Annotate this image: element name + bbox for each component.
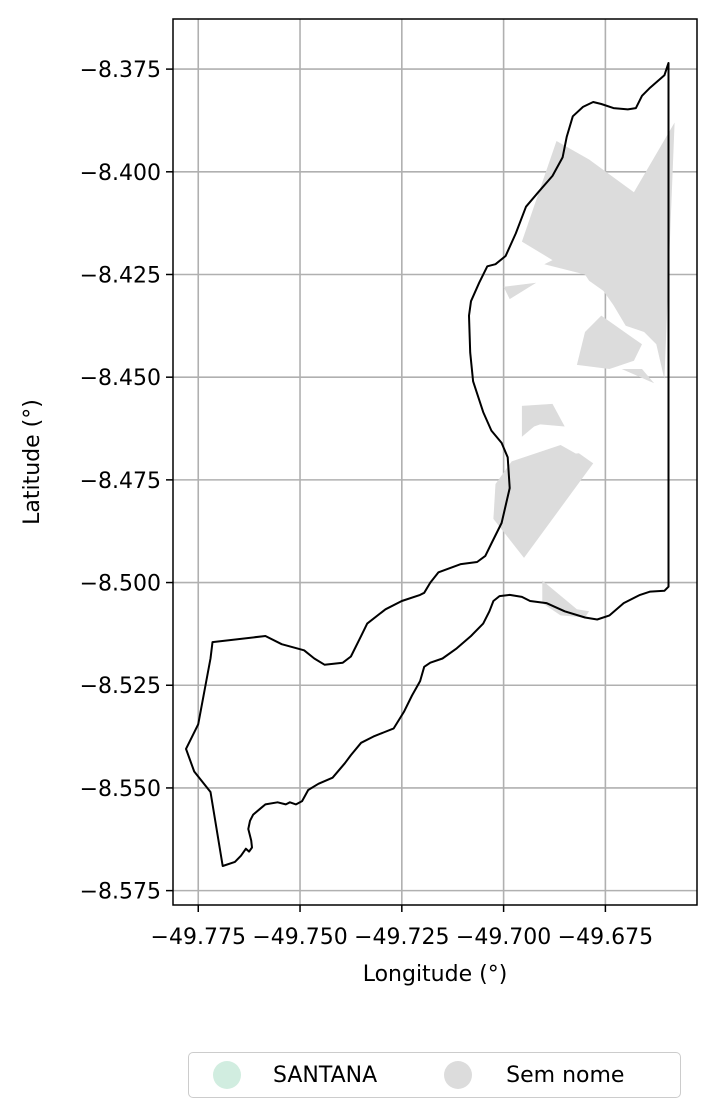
area-polygon-sem-nome <box>621 369 655 384</box>
legend-item-sem-nome: Sem nome <box>444 1061 624 1089</box>
y-tick-label: −8.450 <box>80 366 161 391</box>
axes-frame <box>172 18 698 906</box>
legend-swatch-sem-nome <box>444 1061 473 1089</box>
legend: SANTANA Sem nome <box>188 1052 681 1098</box>
x-tick-label: −49.725 <box>354 925 449 950</box>
area-polygon-sem-nome <box>521 403 565 437</box>
area-polygon-sem-nome <box>503 282 537 300</box>
y-tick-label: −8.550 <box>80 777 161 802</box>
x-axis-label: Longitude (°) <box>363 962 508 987</box>
x-tick-label: −49.700 <box>456 925 551 950</box>
area-polygon-sem-nome <box>493 445 594 558</box>
legend-item-santana: SANTANA <box>213 1061 377 1089</box>
area-polygon-sem-nome <box>521 122 675 380</box>
legend-label-sem-nome: Sem nome <box>506 1062 625 1088</box>
y-tick-label: −8.525 <box>80 674 161 699</box>
legend-label-santana: SANTANA <box>273 1062 378 1088</box>
legend-swatch-santana <box>213 1061 241 1089</box>
x-tick-label: −49.750 <box>252 925 347 950</box>
y-tick-label: −8.500 <box>80 572 161 597</box>
municipality-boundary <box>185 62 670 867</box>
y-tick-label: −8.425 <box>80 263 161 288</box>
x-tick-label: −49.675 <box>558 925 653 950</box>
y-tick-label: −8.375 <box>80 58 161 83</box>
x-tick-label: −49.775 <box>151 925 246 950</box>
y-tick-label: −8.400 <box>80 161 161 186</box>
y-axis-label: Latitude (°) <box>20 399 45 525</box>
polygon-layer <box>493 122 675 618</box>
area-polygon-sem-nome <box>576 315 642 369</box>
axis-ticks: −49.775 −49.750 −49.725 −49.700 −49.675 −8.37… <box>80 58 654 950</box>
y-tick-label: −8.475 <box>80 469 161 494</box>
area-polygon-sem-nome <box>542 580 590 618</box>
y-tick-label: −8.575 <box>80 880 161 905</box>
grid-lines <box>173 19 697 905</box>
